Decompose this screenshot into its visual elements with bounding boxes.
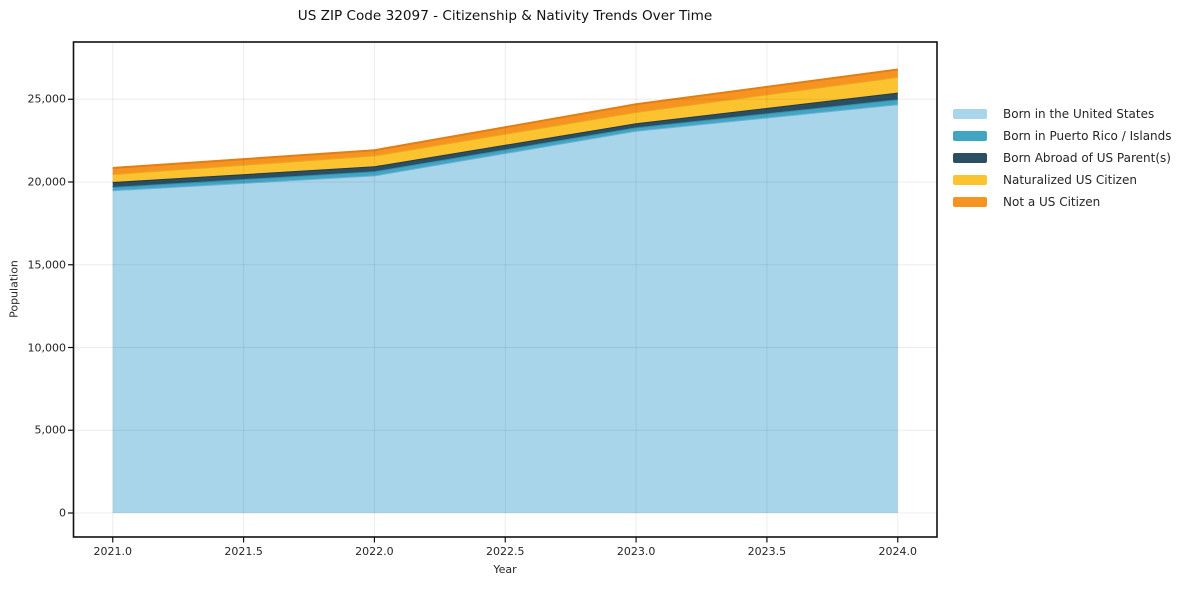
x-tick-label: 2023.5: [747, 545, 787, 558]
legend-item-naturalized-citizen: Naturalized US Citizen: [953, 173, 1172, 187]
chart-title: US ZIP Code 32097 - Citizenship & Nativi…: [297, 8, 713, 24]
x-tick-label: 2021.0: [93, 545, 133, 558]
y-tick-label: 5,000: [34, 423, 67, 437]
legend-label: Born in the United States: [1003, 107, 1155, 121]
y-tick-label: 20,000: [27, 175, 67, 189]
legend-item-born-in-us: Born in the United States: [953, 107, 1172, 121]
legend-swatch-born-pr-islands: [953, 131, 987, 141]
x-tick-label: 2022.5: [486, 545, 525, 558]
area-born-pr-islands: [112, 99, 898, 191]
x-axis-title: Year: [493, 563, 517, 576]
legend-label: Naturalized US Citizen: [1003, 173, 1137, 187]
x-tick-label: 2024.0: [878, 545, 918, 558]
area-born-in-us: [112, 104, 898, 514]
legend-swatch-naturalized-citizen: [953, 175, 987, 185]
legend-label: Not a US Citizen: [1003, 195, 1101, 209]
y-tick-label: 10,000: [27, 341, 67, 354]
x-tick-label: 2023.0: [616, 545, 656, 558]
legend-item-born-abroad-us-parents: Born Abroad of US Parent(s): [953, 151, 1172, 165]
y-tick-label: 15,000: [27, 258, 67, 272]
legend-swatch-born-in-us: [953, 109, 987, 119]
legend-swatch-born-abroad-us-parents: [953, 153, 987, 163]
legend: Born in the United States Born in Puerto …: [953, 107, 1172, 218]
x-tick-label: 2021.5: [224, 545, 263, 558]
legend-swatch-not-us-citizen: [953, 197, 987, 207]
legend-item-born-pr-islands: Born in Puerto Rico / Islands: [953, 129, 1172, 143]
legend-label: Born Abroad of US Parent(s): [1003, 151, 1171, 165]
area-edge-not-us-citizen: [112, 68, 898, 169]
x-tick-label: 2022.0: [355, 545, 394, 558]
y-axis-title: Population: [7, 260, 21, 318]
area-edge-born-abroad-us-parents: [112, 91, 898, 184]
legend-item-not-us-citizen: Not a US Citizen: [953, 195, 1172, 209]
area-naturalized-citizen: [112, 76, 898, 183]
y-tick-label: 25,000: [27, 92, 67, 106]
y-tick-label: 0: [59, 506, 66, 520]
legend-label: Born in Puerto Rico / Islands: [1003, 129, 1172, 143]
